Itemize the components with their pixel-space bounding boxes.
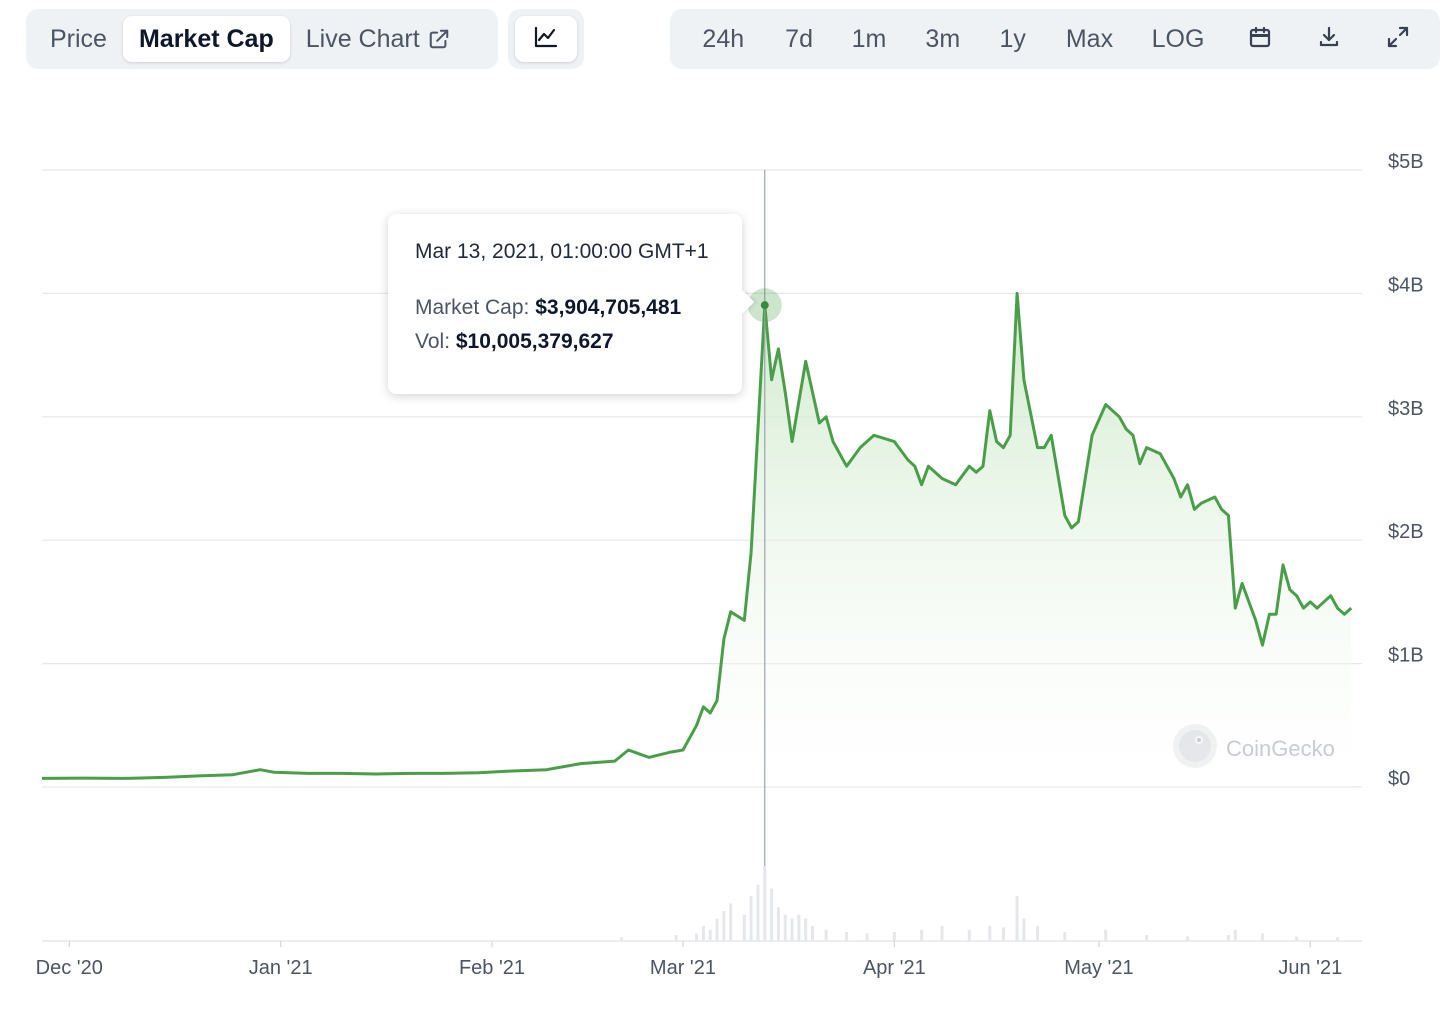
line-chart-button[interactable] [515, 16, 577, 62]
volume-bar [920, 929, 924, 941]
x-axis-labels: Dec '20 Jan '21 Feb '21 Mar '21 Apr '21 May '… [36, 941, 1342, 979]
volume-bar [1261, 933, 1265, 941]
tooltip-volume-value: $10,005,379,627 [455, 330, 614, 353]
volume-bar [695, 933, 699, 941]
expand-icon [1386, 25, 1410, 54]
market-cap-line [41, 291, 1353, 780]
tooltip-volume-label: Vol: [415, 330, 451, 353]
volume-bar [1233, 929, 1237, 941]
x-tick-label: Mar '21 [650, 957, 716, 979]
volume-bar [797, 914, 801, 941]
volume-bar [776, 907, 780, 941]
y-axis-labels: $0 $1B $2B $3B $4B $5B [1388, 151, 1424, 790]
volume-bar [1336, 937, 1340, 941]
x-tick-label: May '21 [1064, 957, 1133, 979]
y-tick-label: $1B [1388, 645, 1424, 667]
volume-bar [674, 935, 678, 941]
line-chart-icon [533, 25, 559, 54]
x-tick-label: Jan '21 [249, 957, 313, 979]
log-scale-button[interactable]: LOG [1151, 24, 1205, 53]
volume-bar [811, 926, 815, 941]
range-selector: 24h 7d 1m 3m 1y Max LOG [670, 9, 1440, 69]
range-3m[interactable]: 3m [925, 24, 961, 53]
tooltip-date: Mar 13, 2021, 01:00:00 GMT+1 [415, 240, 709, 263]
volume-bar [940, 926, 944, 941]
x-tick-label: Jun '21 [1278, 957, 1342, 979]
volume-bar [756, 884, 760, 941]
x-tick-label: Dec '20 [36, 957, 103, 979]
y-tick-label: $0 [1388, 768, 1410, 790]
tooltip-volume-row: Vol: $10,005,379,627 [415, 330, 742, 354]
coingecko-watermark: CoinGecko [1172, 723, 1335, 775]
tooltip-market-cap-row: Market Cap: $3,904,705,481 [415, 296, 742, 320]
y-tick-label: $3B [1388, 398, 1424, 420]
download-icon [1317, 25, 1341, 54]
market-cap-area [42, 293, 1352, 787]
volume-bar [845, 932, 849, 941]
volume-bar [1036, 926, 1040, 941]
chart-tooltip: Mar 13, 2021, 01:00:00 GMT+1 Market Cap:… [388, 214, 755, 394]
volume-bar [1063, 932, 1067, 941]
range-7d[interactable]: 7d [785, 24, 813, 53]
hover-point [760, 301, 769, 310]
volume-bar [742, 914, 746, 941]
tab-live-chart-label: Live Chart [305, 24, 420, 53]
tooltip-market-cap-label: Market Cap: [415, 296, 530, 319]
chart-tabs: Price Market Cap Live Chart [26, 9, 498, 69]
fullscreen-button[interactable] [1363, 16, 1432, 62]
y-tick-label: $4B [1388, 274, 1424, 296]
gecko-logo-icon [1172, 723, 1218, 775]
volume-bar [1015, 896, 1019, 941]
volume-bar [967, 929, 971, 941]
volume-bar [1226, 935, 1230, 941]
volume-bar [1022, 918, 1026, 941]
range-1m[interactable]: 1m [851, 24, 887, 53]
volume-bar [804, 918, 808, 941]
volume-bar [1295, 936, 1299, 941]
volume-bar [620, 937, 624, 941]
volume-bar [1186, 936, 1190, 941]
volume-bar [770, 888, 774, 941]
volume-bar [1145, 935, 1149, 941]
volume-bar [708, 929, 712, 941]
tab-market-cap[interactable]: Market Cap [122, 16, 290, 62]
calendar-button[interactable] [1225, 16, 1294, 62]
range-1y[interactable]: 1y [999, 24, 1026, 53]
watermark-text: CoinGecko [1226, 736, 1335, 761]
tab-price[interactable]: Price [50, 24, 107, 53]
tab-live-chart[interactable]: Live Chart [290, 16, 466, 62]
volume-bar [865, 933, 869, 941]
volume-bar [749, 896, 753, 941]
external-link-icon [428, 28, 450, 50]
volume-bar [1001, 927, 1005, 941]
y-tick-label: $5B [1388, 151, 1424, 173]
volume-bars [620, 866, 1340, 941]
volume-bar [824, 929, 828, 941]
x-tick-label: Apr '21 [863, 957, 926, 979]
y-tick-label: $2B [1388, 521, 1424, 543]
range-24h[interactable]: 24h [702, 24, 745, 53]
volume-bar [988, 926, 992, 941]
volume-bar [729, 903, 733, 941]
volume-bar [763, 866, 767, 941]
volume-bar [892, 932, 896, 941]
chart-type-group [508, 9, 584, 69]
x-tick-label: Feb '21 [459, 957, 525, 979]
volume-bar [1104, 929, 1108, 941]
volume-bar [790, 918, 794, 941]
volume-bar [722, 911, 726, 941]
volume-bar [715, 918, 719, 941]
tooltip-market-cap-value: $3,904,705,481 [535, 296, 682, 319]
volume-bar [701, 926, 705, 941]
calendar-icon [1248, 25, 1272, 54]
download-button[interactable] [1294, 16, 1363, 62]
range-max[interactable]: Max [1065, 24, 1114, 53]
volume-bar [783, 914, 787, 941]
